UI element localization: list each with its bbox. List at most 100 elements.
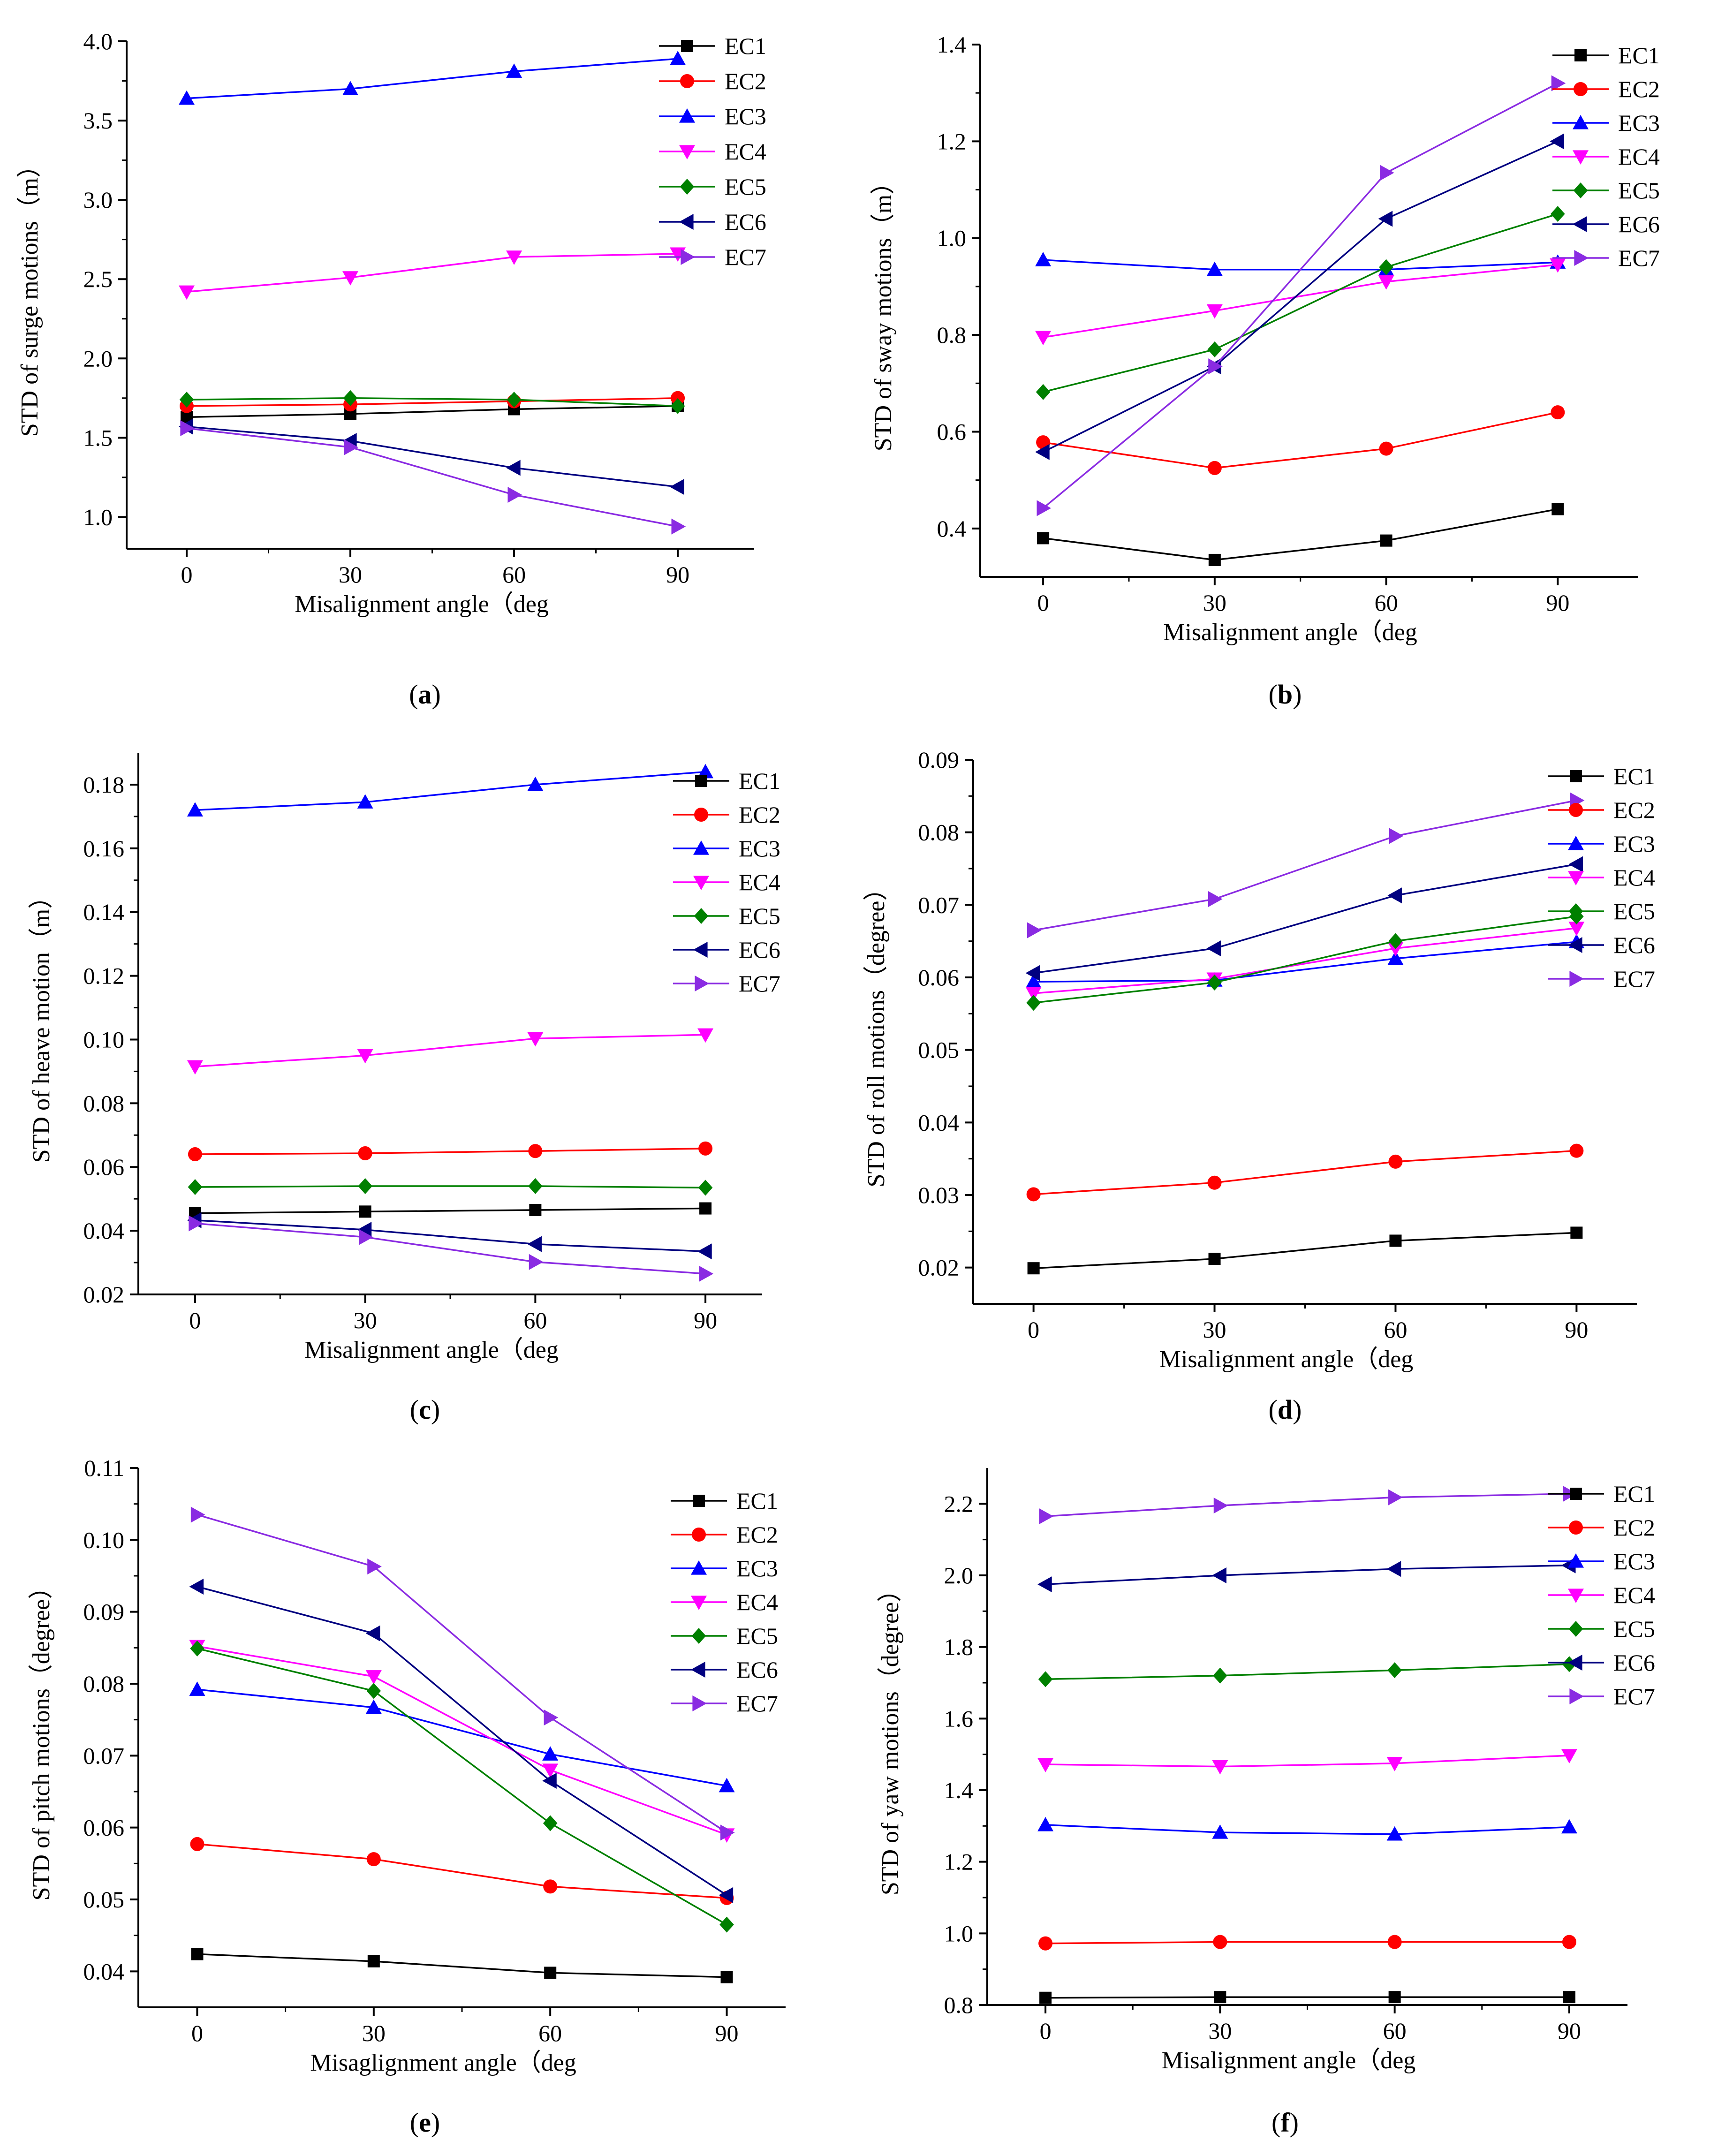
x-tick-label: 60 [538, 2020, 562, 2046]
legend-label-ec1: EC1 [1613, 1481, 1655, 1507]
x-tick-label: 30 [354, 1307, 377, 1333]
x-tick-label: 60 [1384, 1316, 1407, 1343]
data-point-ec3-90 [719, 1778, 735, 1793]
panel-label: (b) [1269, 679, 1302, 710]
data-point-ec1-60 [1388, 1991, 1401, 2004]
data-point-ec1-90 [1563, 1991, 1575, 2004]
data-point-ec7-60 [1389, 828, 1404, 844]
x-tick-label: 30 [1203, 1316, 1226, 1343]
series-line-ec1 [197, 1953, 727, 1978]
data-point-ec2-30 [1207, 1175, 1222, 1190]
x-tick-label: 30 [339, 561, 362, 588]
legend-label-ec2: EC2 [725, 68, 766, 94]
series-ec1 [191, 1948, 733, 1983]
data-point-ec5-0 [188, 1179, 203, 1195]
y-tick-label: 1.4 [944, 1777, 974, 1803]
series-line-ec7 [1045, 1493, 1569, 1517]
panel-label: (c) [410, 1394, 440, 1425]
data-point-ec2-0 [190, 1837, 204, 1851]
y-tick-label: 0.10 [83, 1026, 125, 1052]
series-ec5 [1036, 206, 1565, 400]
data-point-ec2-30 [358, 1146, 372, 1161]
series-ec2 [190, 1837, 734, 1905]
legend-label-ec3: EC3 [739, 835, 780, 862]
series-ec2 [1036, 405, 1565, 475]
data-point-ec3-0 [1035, 252, 1052, 266]
series-ec4 [1035, 258, 1566, 346]
data-point-ec3-30 [342, 81, 359, 96]
legend-label-ec4: EC4 [1618, 144, 1660, 170]
legend-marker-ec7 [1569, 1688, 1584, 1704]
series-line-ec4 [1033, 927, 1577, 994]
data-point-ec4-60 [1387, 942, 1404, 957]
data-point-ec3-0 [178, 90, 195, 105]
x-axis-title: Misalignment angle（deg [295, 591, 549, 618]
legend-label-ec4: EC4 [1613, 864, 1655, 891]
data-point-ec2-60 [1379, 441, 1393, 456]
data-point-ec1-60 [1389, 1234, 1402, 1247]
legend-label-ec1: EC1 [739, 768, 780, 794]
data-point-ec7-90 [1551, 75, 1566, 91]
series-line-ec1 [1045, 1996, 1569, 1999]
y-axis-title: STD of pitch motions（degree） [28, 1575, 55, 1901]
x-tick-label: 30 [1203, 590, 1226, 616]
legend-label-ec7: EC7 [725, 244, 766, 270]
legend-marker-ec6 [693, 942, 708, 958]
chart-f: 0.8 1.0 1.2 1.4 1.6 1.8 2.0 2.2 0 30 60 90 Misalignm… [877, 1468, 1655, 2138]
data-point-ec4-0 [187, 1060, 203, 1075]
data-point-ec6-0 [1025, 965, 1040, 981]
x-tick-label: 0 [189, 1307, 201, 1333]
data-point-ec2-0 [1038, 1936, 1053, 1951]
y-tick-label: 1.0 [937, 225, 967, 251]
y-tick-label: 2.0 [83, 345, 113, 371]
data-point-ec6-30 [365, 1625, 380, 1642]
legend-label-ec4: EC4 [1613, 1582, 1655, 1608]
legend-marker-ec4 [693, 876, 709, 890]
panel-label-open: ( [1269, 1394, 1278, 1425]
data-point-ec2-90 [1562, 1935, 1576, 1949]
legend-label-ec5: EC5 [736, 1623, 778, 1649]
data-point-ec6-90 [1550, 133, 1564, 150]
y-axis-title: STD of heave motion（m） [28, 885, 55, 1163]
y-axis-title: STD of surge motions（m） [16, 153, 43, 437]
panel-label: (f) [1271, 2107, 1299, 2138]
legend-label-ec4: EC4 [736, 1589, 778, 1615]
series-line-ec3 [1043, 259, 1558, 271]
legend-label-ec5: EC5 [1613, 898, 1655, 924]
series-line-ec4 [197, 1645, 727, 1836]
x-tick-label: 60 [523, 1307, 547, 1333]
legend-label-ec7: EC7 [1618, 245, 1660, 271]
y-tick-label: 1.2 [937, 128, 967, 154]
data-point-ec7-90 [671, 518, 686, 535]
y-tick-label: 3.5 [83, 107, 113, 134]
data-point-ec3-0 [189, 1681, 205, 1696]
series-line-ec2 [186, 397, 678, 407]
data-point-ec4-90 [1550, 258, 1566, 273]
legend: EC1 EC2 EC3 EC4 EC5 EC6 EC7 [1552, 42, 1660, 271]
chart-b: 0.4 0.6 0.8 1.0 1.2 1.4 0 30 60 90 Misalignment an… [870, 31, 1660, 710]
panel-label-open: ( [409, 679, 418, 710]
legend-marker-ec7 [692, 1695, 707, 1711]
data-point-ec6-0 [1035, 444, 1050, 460]
x-tick-label: 0 [1037, 590, 1049, 616]
y-axis-title: STD of sway motions（m） [870, 170, 897, 451]
y-tick-label: 0.07 [918, 892, 960, 918]
panel-label-letter: d [1278, 1394, 1293, 1425]
series-ec5 [1026, 908, 1584, 1011]
data-point-ec7-0 [1037, 500, 1052, 516]
series-ec2 [188, 1141, 713, 1162]
legend-label-ec1: EC1 [725, 33, 766, 59]
data-point-ec7-60 [544, 1710, 559, 1726]
series-line-ec7 [186, 427, 678, 528]
data-point-ec4-0 [178, 285, 195, 300]
data-point-ec1-30 [1208, 1253, 1221, 1265]
chart-c: 0.02 0.04 0.06 0.08 0.10 0.12 0.14 0.16 0.18 0 30 6… [28, 753, 780, 1425]
panel-label: (e) [410, 2107, 440, 2138]
data-point-ec2-0 [1026, 1187, 1041, 1202]
data-point-ec3-60 [506, 63, 522, 78]
y-tick-label: 1.0 [83, 504, 113, 530]
y-tick-label: 0.02 [83, 1281, 125, 1308]
series-ec6 [1037, 1557, 1576, 1593]
y-tick-label: 0.10 [83, 1527, 125, 1553]
legend-marker-ec4 [1568, 871, 1584, 885]
